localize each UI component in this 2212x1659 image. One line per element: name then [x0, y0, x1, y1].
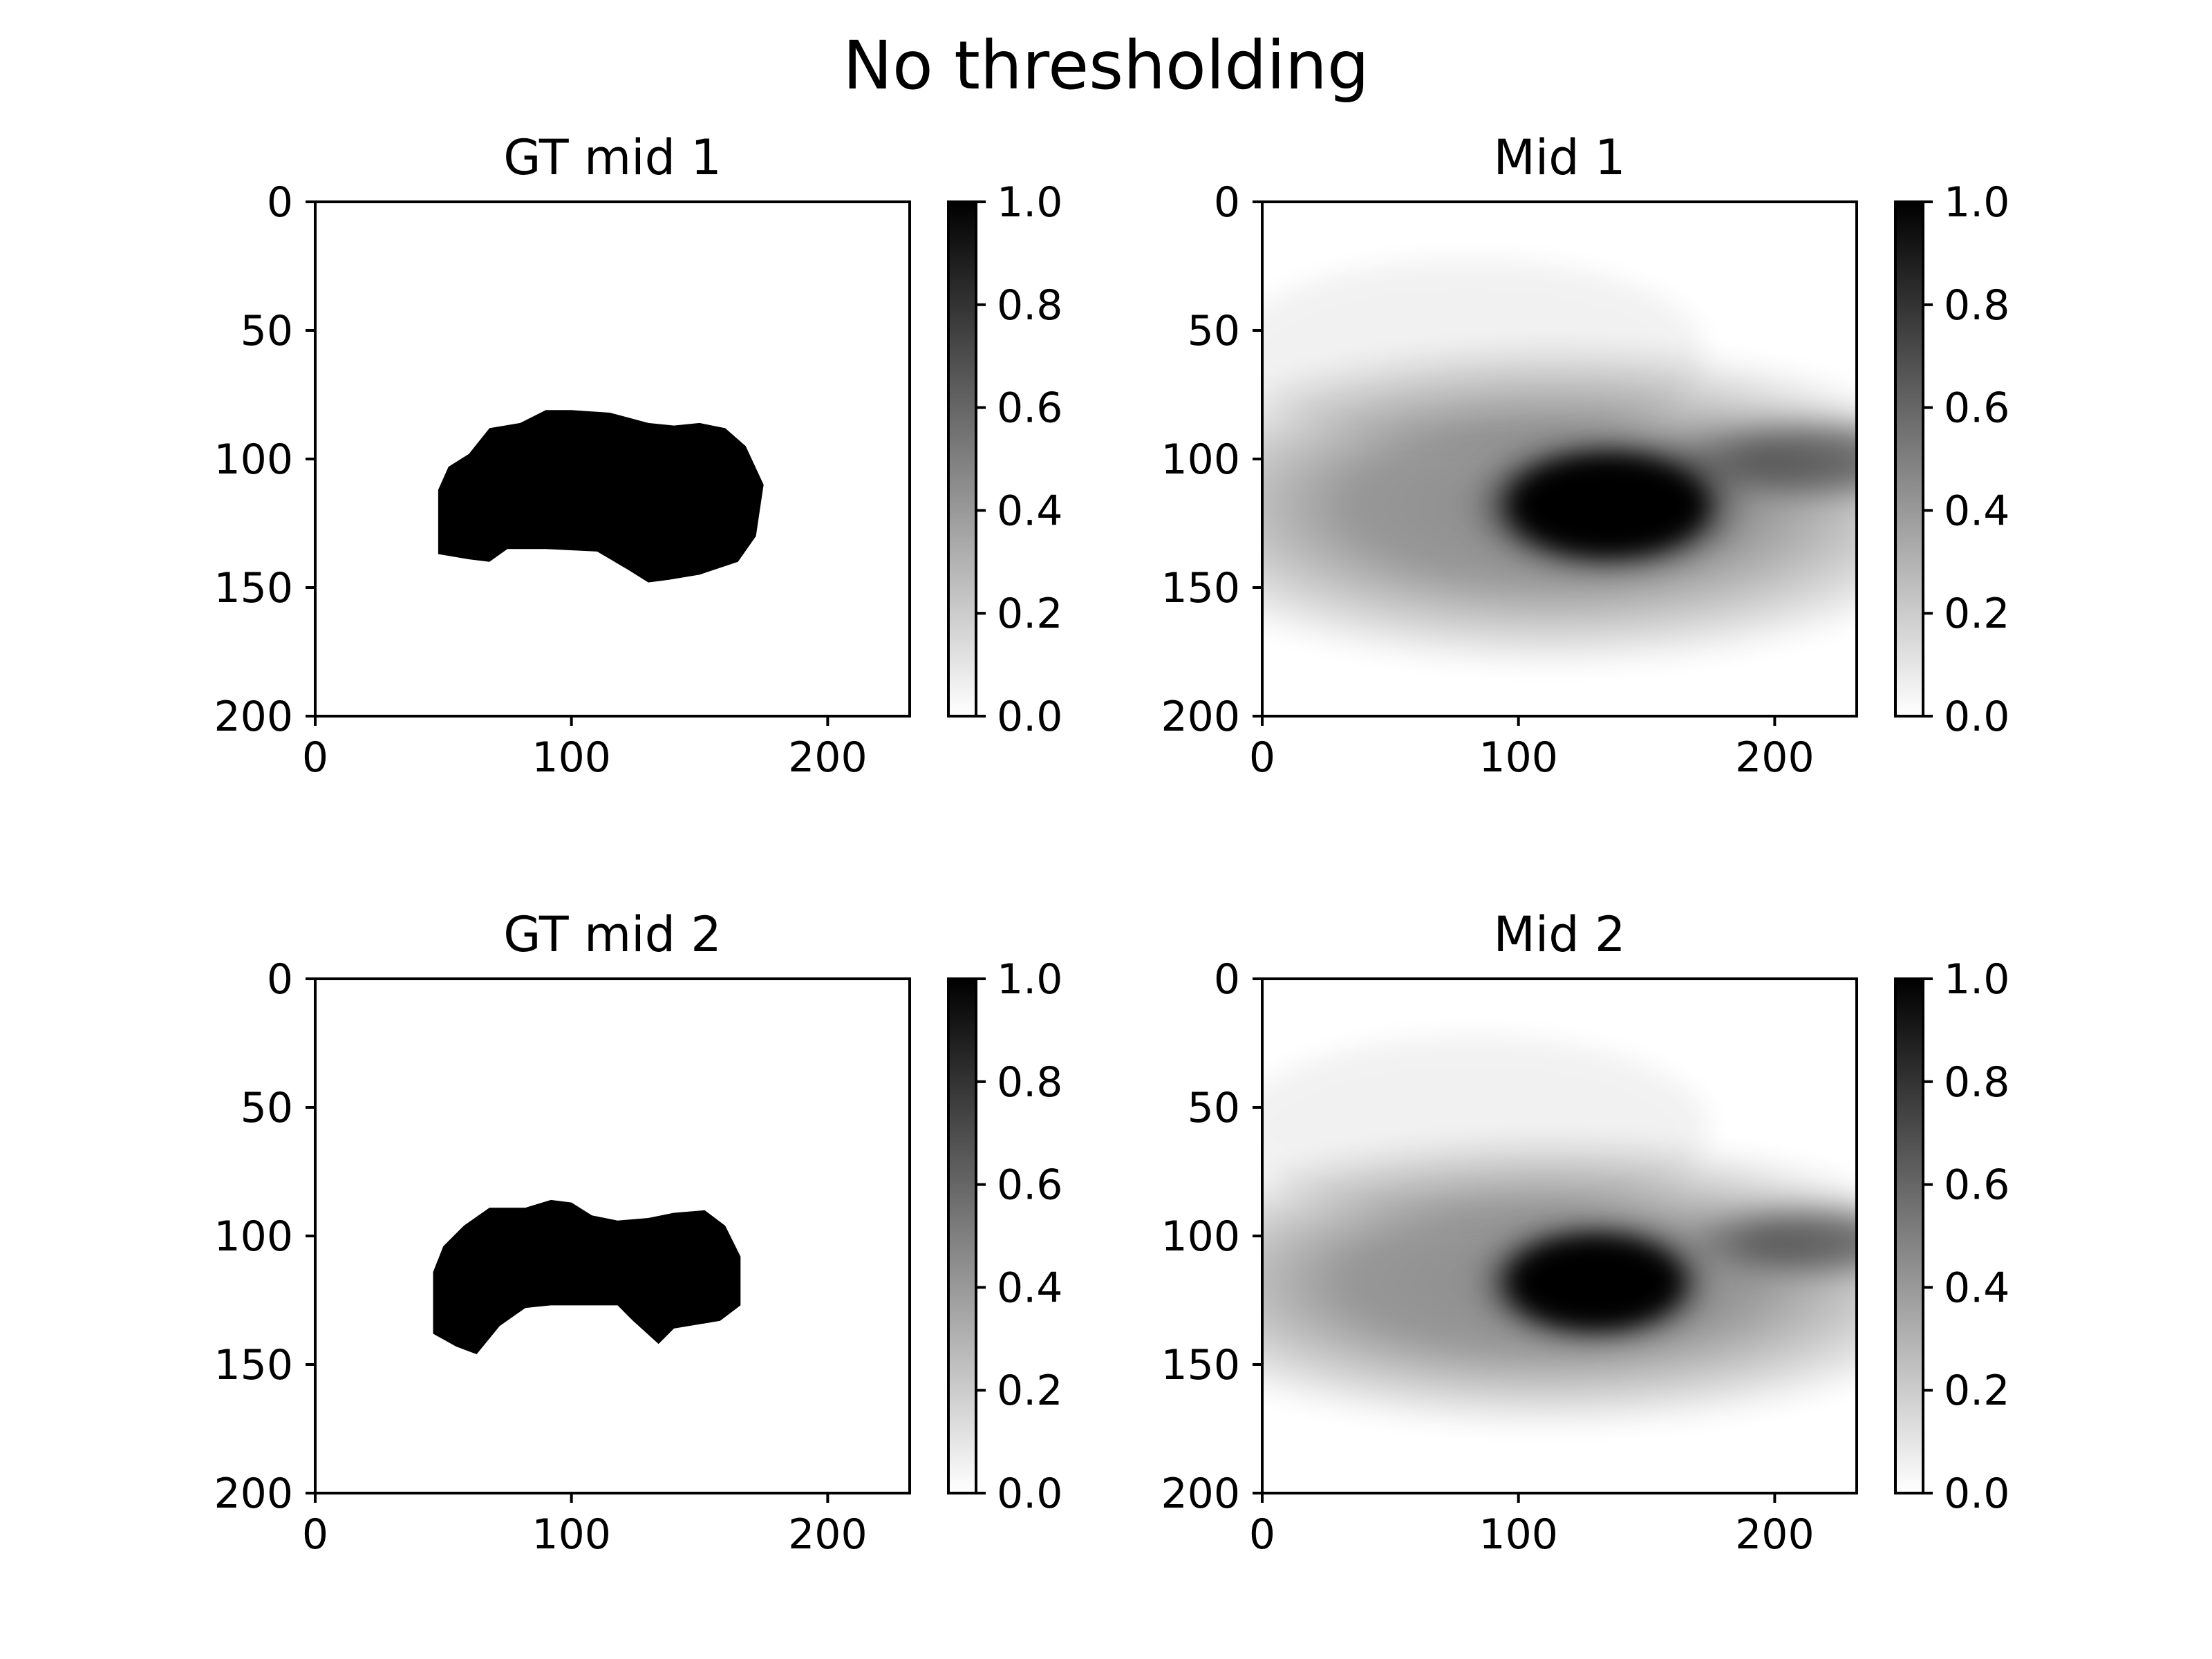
y-tick-label: 100	[214, 435, 293, 484]
colorbar-tick-label: 0.4	[1944, 1264, 2009, 1312]
mask-region	[433, 1199, 741, 1355]
y-tick-label: 50	[241, 307, 293, 355]
colorbar	[1895, 979, 1923, 1493]
y-tick-label: 100	[214, 1212, 293, 1261]
panel-title: Mid 2	[1493, 906, 1625, 963]
colorbar-tick-label: 0.8	[997, 1058, 1062, 1107]
colorbar-tick-label: 0.4	[997, 1264, 1062, 1312]
colorbar	[948, 202, 976, 716]
x-tick-label: 100	[532, 733, 611, 782]
colorbar-tick-label: 0.4	[997, 487, 1062, 535]
x-tick-label: 200	[1735, 1510, 1815, 1559]
y-tick-label: 200	[214, 693, 293, 741]
colorbar-frame	[1894, 200, 1924, 718]
x-tick-label: 0	[302, 1510, 328, 1559]
colorbar-tick-label: 0.0	[997, 1470, 1062, 1518]
y-tick-label: 200	[1161, 693, 1240, 741]
colorbar-tick-label: 0.8	[1944, 281, 2009, 330]
colorbar-tick-label: 0.0	[997, 693, 1062, 741]
x-tick-label: 200	[1735, 733, 1815, 782]
y-tick-label: 50	[1188, 307, 1240, 355]
colorbar-tick-label: 0.8	[997, 281, 1062, 330]
x-tick-label: 100	[532, 1510, 611, 1559]
colorbar	[1895, 202, 1923, 716]
x-tick-label: 200	[788, 733, 868, 782]
x-tick-label: 0	[1249, 733, 1275, 782]
colorbar-tick-label: 0.6	[1944, 1161, 2009, 1210]
y-tick-label: 200	[1161, 1470, 1240, 1518]
y-tick-label: 50	[241, 1084, 293, 1132]
colorbar-tick-label: 1.0	[1944, 178, 2009, 227]
colorbar	[948, 979, 976, 1493]
colorbar-tick-label: 0.4	[1944, 487, 2009, 535]
colorbar-tick-label: 0.2	[1944, 1367, 2009, 1415]
y-tick-label: 0	[267, 955, 293, 1004]
y-tick-label: 150	[214, 1341, 293, 1389]
y-tick-label: 150	[1161, 564, 1240, 612]
y-tick-label: 0	[1214, 955, 1240, 1004]
y-tick-label: 50	[1188, 1084, 1240, 1132]
panel-title: GT mid 1	[503, 129, 722, 186]
x-tick-label: 0	[1249, 1510, 1275, 1559]
colorbar-tick-label: 1.0	[1944, 955, 2009, 1004]
colorbar-tick-label: 0.6	[997, 1161, 1062, 1210]
colorbar-tick-label: 0.8	[1944, 1058, 2009, 1107]
y-tick-label: 0	[1214, 178, 1240, 227]
x-tick-label: 200	[788, 1510, 868, 1559]
y-tick-label: 100	[1161, 435, 1240, 484]
colorbar-frame	[947, 200, 977, 718]
x-tick-label: 100	[1479, 733, 1558, 782]
x-tick-label: 100	[1479, 1510, 1558, 1559]
y-tick-label: 0	[267, 178, 293, 227]
colorbar-tick-label: 0.2	[1944, 590, 2009, 638]
colorbar-tick-label: 0.6	[1944, 384, 2009, 433]
y-tick-label: 200	[214, 1470, 293, 1518]
prediction-region	[1262, 258, 1857, 670]
y-tick-label: 100	[1161, 1212, 1240, 1261]
colorbar-tick-label: 0.0	[1944, 693, 2009, 741]
x-tick-label: 0	[302, 733, 328, 782]
figure-title: No thresholding	[843, 27, 1369, 104]
colorbar-tick-label: 1.0	[997, 955, 1062, 1004]
colorbar-tick-label: 0.0	[1944, 1470, 2009, 1518]
panel-title: GT mid 2	[503, 906, 722, 963]
colorbar-tick-label: 1.0	[997, 178, 1062, 227]
y-tick-label: 150	[1161, 1341, 1240, 1389]
colorbar-tick-label: 0.2	[997, 1367, 1062, 1415]
colorbar-tick-label: 0.6	[997, 384, 1062, 433]
prediction-region	[1262, 1035, 1857, 1431]
colorbar-tick-label: 0.2	[997, 590, 1062, 638]
mask-region	[438, 410, 764, 583]
colorbar-frame	[947, 977, 977, 1494]
colorbar-frame	[1894, 977, 1924, 1494]
y-tick-label: 150	[214, 564, 293, 612]
panel-title: Mid 1	[1493, 129, 1625, 186]
